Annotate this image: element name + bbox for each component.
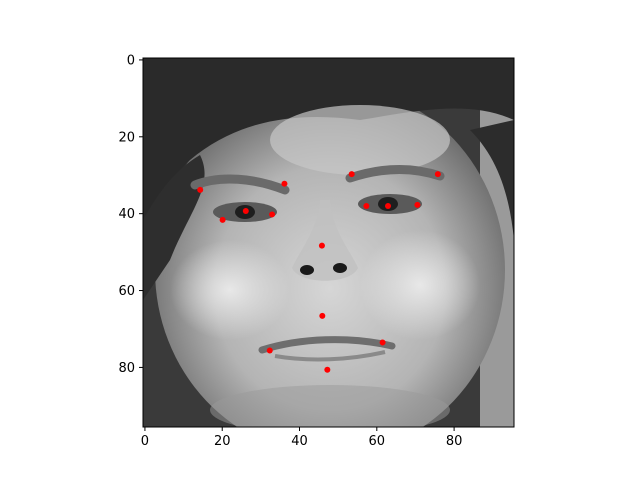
keypoint-marker <box>219 216 226 223</box>
keypoint-marker <box>348 171 355 178</box>
y-tick-label: 60 <box>118 284 135 299</box>
y-tick-label: 20 <box>118 130 135 145</box>
keypoint-marker <box>319 312 326 319</box>
x-tick-label: 40 <box>291 434 308 449</box>
plot-frame <box>142 57 515 428</box>
keypoint-marker <box>379 339 386 346</box>
keypoint-marker <box>197 186 204 193</box>
keypoint-marker <box>266 347 273 354</box>
face-image <box>143 58 514 427</box>
y-axis: 0 20 40 60 80 <box>118 53 143 376</box>
keypoint-marker <box>242 207 249 214</box>
keypoint-marker <box>434 171 441 178</box>
keypoint-marker <box>363 202 370 209</box>
x-tick-label: 20 <box>214 434 231 449</box>
y-tick-label: 0 <box>127 53 135 68</box>
keypoint-marker <box>269 211 276 218</box>
keypoint-marker <box>281 180 288 187</box>
keypoint-markers <box>197 171 441 373</box>
x-tick-label: 60 <box>369 434 386 449</box>
y-tick-label: 80 <box>118 361 135 376</box>
x-axis: 0 20 40 60 80 <box>141 427 463 449</box>
x-tick-label: 0 <box>141 434 149 449</box>
keypoint-marker <box>414 201 421 208</box>
keypoint-marker <box>324 366 331 373</box>
keypoint-marker <box>318 242 325 249</box>
keypoint-marker <box>385 202 392 209</box>
x-tick-label: 80 <box>446 434 463 449</box>
y-tick-label: 40 <box>118 207 135 222</box>
